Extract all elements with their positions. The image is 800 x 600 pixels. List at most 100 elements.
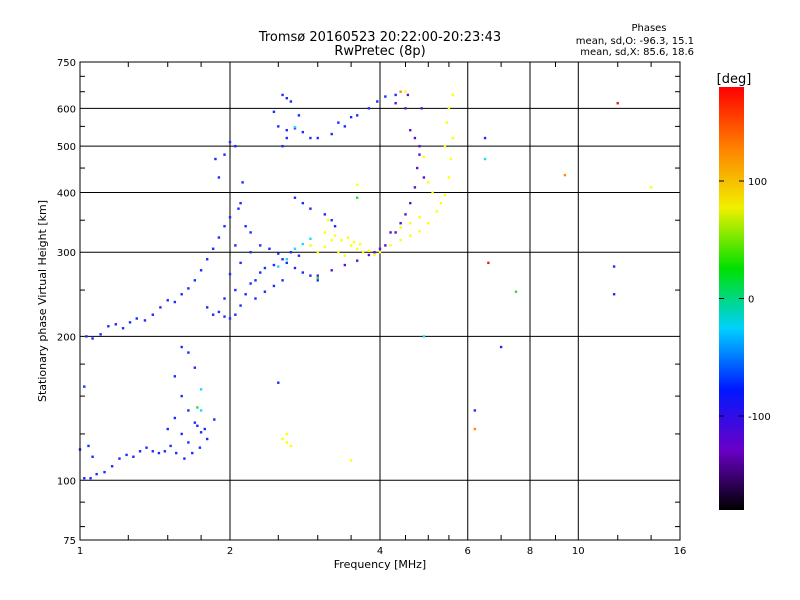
- data-point: [281, 144, 284, 148]
- data-point: [349, 244, 353, 247]
- data-point: [272, 110, 276, 114]
- chart-subtitle: RwPretec (8p): [334, 44, 425, 59]
- data-point: [196, 406, 199, 409]
- data-points: [78, 90, 653, 480]
- data-point: [323, 245, 327, 248]
- data-point: [199, 431, 203, 434]
- data-point: [199, 388, 203, 391]
- data-point: [198, 446, 202, 449]
- data-point: [378, 247, 382, 250]
- data-point: [427, 222, 430, 225]
- data-point: [285, 441, 288, 444]
- data-point: [409, 128, 412, 132]
- data-point: [439, 201, 443, 205]
- data-point: [228, 140, 232, 144]
- data-point: [346, 236, 350, 239]
- data-point: [333, 234, 337, 237]
- data-point: [355, 259, 359, 262]
- data-point: [254, 279, 257, 282]
- data-point: [289, 100, 293, 103]
- data-point: [427, 181, 430, 184]
- colorbar-tick-label: 0: [748, 295, 754, 306]
- data-point: [343, 125, 347, 128]
- data-point: [272, 284, 276, 288]
- data-point: [281, 93, 284, 97]
- data-point: [228, 272, 232, 276]
- data-point: [234, 144, 237, 148]
- axis-ticks: 1 2 4 6 8 10 16 75 100 200 300 400 500 600 750: [57, 58, 686, 557]
- data-point: [244, 225, 247, 228]
- y-tick-label: 300: [57, 248, 76, 259]
- data-point: [277, 252, 280, 255]
- data-point: [285, 96, 288, 100]
- data-point: [422, 155, 426, 159]
- data-point: [87, 444, 90, 448]
- data-point: [285, 258, 288, 261]
- data-point: [83, 385, 86, 388]
- data-point: [394, 231, 397, 234]
- data-point: [422, 335, 426, 338]
- data-point: [277, 125, 280, 128]
- data-point: [268, 247, 271, 250]
- data-point: [249, 282, 252, 285]
- data-point: [337, 121, 340, 124]
- x-tick-label: 4: [377, 546, 383, 557]
- data-point: [157, 451, 161, 455]
- data-point: [418, 229, 421, 233]
- data-point: [223, 297, 226, 300]
- data-point: [330, 238, 333, 242]
- y-tick-label: 75: [63, 536, 76, 547]
- data-point: [259, 244, 262, 247]
- data-point: [616, 101, 619, 105]
- data-point: [316, 274, 319, 277]
- data-point: [343, 263, 347, 267]
- data-point: [183, 457, 186, 460]
- data-point: [378, 251, 382, 254]
- data-point: [367, 107, 371, 110]
- colorbar-tick-label: -100: [748, 412, 771, 423]
- data-point: [316, 276, 319, 280]
- data-point: [337, 251, 340, 254]
- data-point: [612, 265, 616, 268]
- data-point: [483, 157, 487, 161]
- data-point: [118, 457, 121, 460]
- data-point: [211, 247, 215, 250]
- data-point: [132, 455, 135, 458]
- data-point: [451, 93, 455, 97]
- data-point: [285, 261, 288, 265]
- data-point: [187, 409, 190, 412]
- data-point: [358, 242, 362, 246]
- data-point: [151, 313, 155, 316]
- data-point: [281, 437, 284, 441]
- stats-heading: Phases: [631, 23, 666, 34]
- data-point: [293, 196, 297, 199]
- data-point: [355, 247, 359, 250]
- data-point: [128, 321, 132, 324]
- data-point: [404, 107, 407, 110]
- data-point: [163, 450, 167, 453]
- colorbar-label: [deg]: [717, 72, 752, 87]
- data-point: [281, 258, 284, 261]
- data-point: [349, 115, 353, 119]
- data-point: [340, 238, 343, 242]
- data-point: [301, 271, 305, 274]
- data-point: [121, 327, 125, 330]
- data-point: [316, 136, 319, 140]
- data-point: [228, 317, 232, 320]
- data-point: [254, 297, 257, 300]
- data-point: [413, 136, 417, 140]
- y-axis-label: Stationary phase Virtual Height [km]: [36, 200, 49, 402]
- stats-line-x: mean, sd,X: 85.6, 18.6: [580, 47, 694, 58]
- data-point: [193, 421, 197, 424]
- data-point: [203, 427, 206, 431]
- data-point: [330, 219, 333, 222]
- data-point: [249, 251, 252, 254]
- data-point: [355, 114, 359, 117]
- data-point: [263, 266, 267, 270]
- y-tick-label: 500: [57, 142, 76, 153]
- data-point: [420, 107, 423, 110]
- data-point: [373, 251, 376, 254]
- chart-title: Tromsø 20160523 20:22:00-20:23:43: [258, 30, 501, 45]
- data-point: [285, 128, 288, 132]
